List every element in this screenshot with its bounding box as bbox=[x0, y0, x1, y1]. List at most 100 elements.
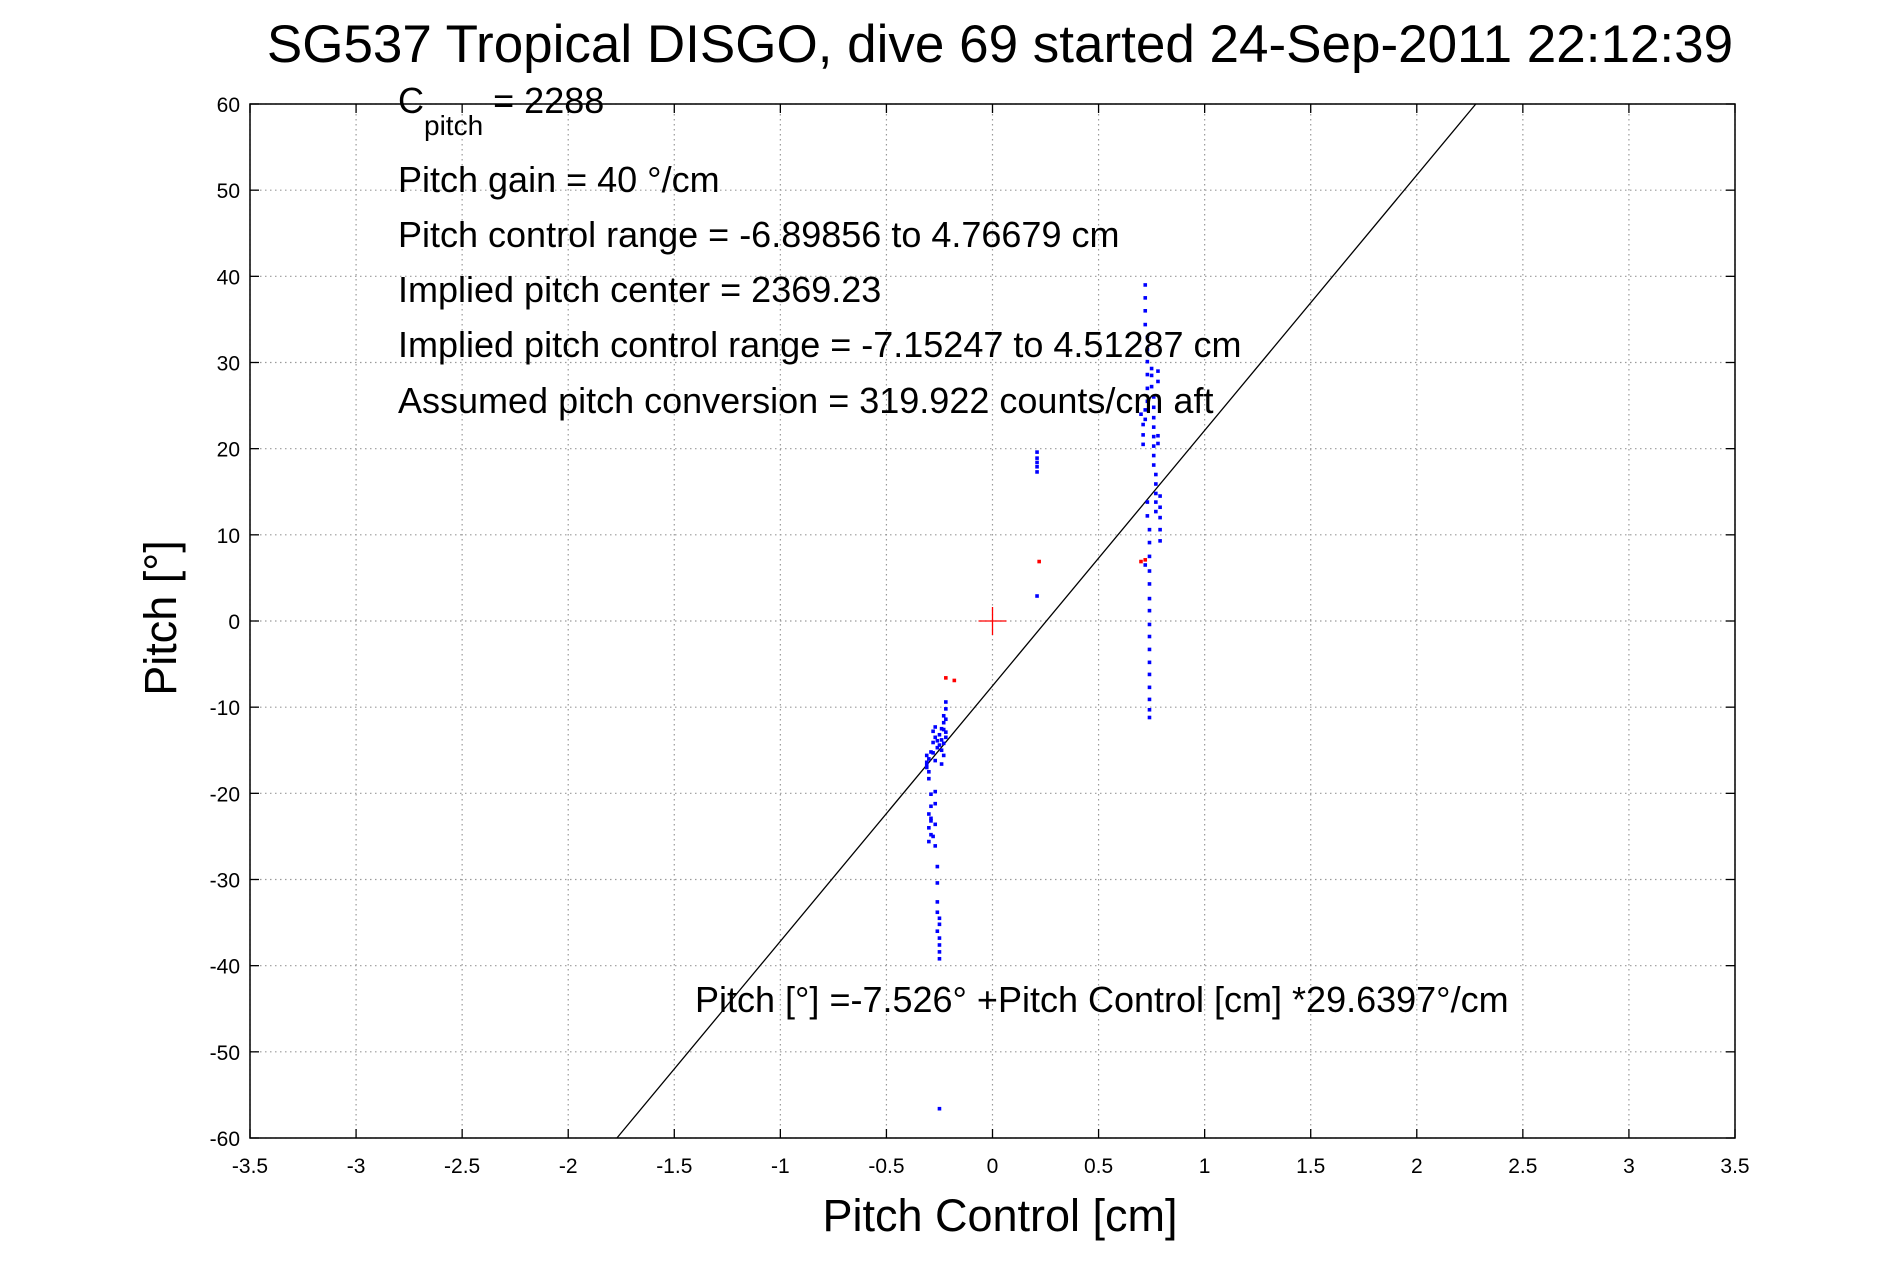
blue-data-point bbox=[939, 726, 944, 731]
blue-data-point bbox=[1147, 608, 1152, 613]
blue-data-point bbox=[1147, 582, 1152, 586]
y-tick-label: 20 bbox=[217, 439, 240, 462]
annotation-c-pitch-sub: pitch bbox=[424, 110, 483, 141]
blue-data-point bbox=[939, 748, 944, 753]
blue-data-point bbox=[941, 720, 946, 725]
blue-data-point bbox=[1145, 347, 1150, 352]
blue-data-point bbox=[1143, 296, 1148, 300]
blue-data-point bbox=[1141, 442, 1145, 447]
blue-data-point bbox=[933, 822, 938, 827]
blue-data-point bbox=[1147, 527, 1152, 532]
blue-data-point bbox=[1147, 596, 1152, 601]
x-tick-label: 3.5 bbox=[1720, 1155, 1749, 1178]
y-tick-label: 30 bbox=[217, 353, 240, 376]
x-axis-label: Pitch Control [cm] bbox=[822, 1190, 1177, 1241]
blue-data-point bbox=[1154, 472, 1158, 477]
y-tick-label: -40 bbox=[210, 956, 240, 979]
blue-data-point bbox=[935, 745, 940, 750]
blue-data-point bbox=[1145, 514, 1150, 518]
red-data-point bbox=[944, 676, 948, 680]
y-axis-label: Pitch [°] bbox=[135, 540, 186, 696]
blue-data-point bbox=[1156, 433, 1160, 438]
blue-data-point bbox=[929, 804, 933, 809]
blue-data-point bbox=[935, 738, 940, 743]
blue-data-point bbox=[1147, 622, 1152, 627]
x-tick-label: -0.5 bbox=[868, 1155, 904, 1178]
fit-line-group bbox=[616, 103, 1477, 1139]
blue-data-point bbox=[931, 834, 935, 839]
blue-data-point bbox=[931, 729, 935, 734]
blue-data-point bbox=[935, 881, 940, 885]
annotation-block: Cpitch = 2288 Pitch gain = 40 °/cm Pitch… bbox=[398, 80, 1242, 421]
blue-data-point bbox=[1147, 634, 1152, 639]
red-data-point bbox=[1139, 559, 1143, 564]
blue-data-point bbox=[929, 832, 933, 837]
blue-data-point bbox=[937, 916, 942, 921]
axis-ticks bbox=[249, 103, 1736, 1139]
blue-data-point bbox=[1143, 309, 1148, 313]
y-tick-label: -20 bbox=[210, 783, 240, 806]
blue-data-point bbox=[1145, 372, 1150, 377]
blue-data-point bbox=[1147, 569, 1152, 573]
blue-data-point bbox=[1151, 434, 1156, 439]
red-data-point bbox=[952, 678, 957, 683]
blue-data-point bbox=[944, 700, 948, 704]
blue-data-point bbox=[1158, 505, 1162, 510]
blue-data-point bbox=[924, 760, 929, 765]
blue-data-point bbox=[933, 725, 938, 729]
blue-data-point bbox=[944, 707, 948, 711]
blue-data-point bbox=[1035, 464, 1039, 469]
blue-data-point bbox=[1151, 444, 1156, 448]
blue-data-point bbox=[1147, 672, 1152, 677]
blue-data-point bbox=[1143, 563, 1148, 567]
blue-data-point bbox=[941, 713, 946, 718]
y-tick-label: -60 bbox=[210, 1128, 240, 1151]
annotation-pitch-control-range: Pitch control range = -6.89856 to 4.7667… bbox=[398, 214, 1119, 255]
blue-data-point bbox=[1151, 425, 1156, 429]
x-tick-label: 0.5 bbox=[1084, 1155, 1113, 1178]
blue-data-point bbox=[1149, 373, 1154, 378]
y-tick-label: -50 bbox=[210, 1042, 240, 1065]
blue-data-point bbox=[1156, 369, 1160, 373]
blue-data-point bbox=[1035, 594, 1039, 598]
blue-data-point bbox=[1145, 386, 1150, 391]
blue-data-point bbox=[1158, 494, 1162, 498]
blue-data-point bbox=[1035, 450, 1039, 454]
blue-data-point bbox=[1151, 405, 1156, 410]
annotation-c-pitch: Cpitch = 2288 bbox=[398, 80, 604, 141]
blue-data-point bbox=[1145, 359, 1150, 364]
blue-data-point bbox=[1147, 715, 1152, 720]
blue-data-point bbox=[935, 910, 940, 915]
blue-data-point bbox=[1145, 399, 1150, 404]
blue-data-point bbox=[1154, 491, 1158, 496]
blue-data-point bbox=[933, 758, 938, 763]
blue-data-point bbox=[1147, 697, 1152, 702]
blue-data-point bbox=[924, 763, 929, 768]
x-tick-label: 0 bbox=[987, 1155, 999, 1178]
blue-data-point bbox=[1145, 335, 1150, 340]
blue-data-point bbox=[1147, 554, 1152, 559]
blue-data-point bbox=[944, 717, 948, 722]
blue-data-point bbox=[931, 740, 935, 745]
blue-data-point bbox=[1154, 500, 1158, 504]
blue-data-point bbox=[929, 750, 933, 754]
blue-data-point bbox=[944, 730, 948, 734]
blue-data-point bbox=[1035, 470, 1039, 474]
blue-data-point bbox=[941, 753, 946, 758]
blue-data-point bbox=[937, 922, 942, 927]
y-tick-label: 0 bbox=[228, 611, 240, 634]
y-tick-label: 10 bbox=[217, 525, 240, 548]
blue-data-point bbox=[1147, 540, 1152, 545]
blue-data-point bbox=[1147, 707, 1152, 712]
y-tick-label: 60 bbox=[217, 94, 240, 117]
blue-data-point bbox=[933, 789, 938, 794]
blue-data-point bbox=[1158, 515, 1162, 520]
x-tick-label: -3.5 bbox=[232, 1155, 268, 1178]
blue-data-point bbox=[1035, 456, 1039, 460]
x-tick-label: 2 bbox=[1411, 1155, 1423, 1178]
blue-data-point bbox=[1154, 509, 1158, 514]
blue-data-point bbox=[941, 727, 946, 732]
x-tick-label: -1 bbox=[771, 1155, 790, 1178]
blue-data-point bbox=[929, 792, 933, 796]
blue-data-point bbox=[1035, 460, 1039, 465]
